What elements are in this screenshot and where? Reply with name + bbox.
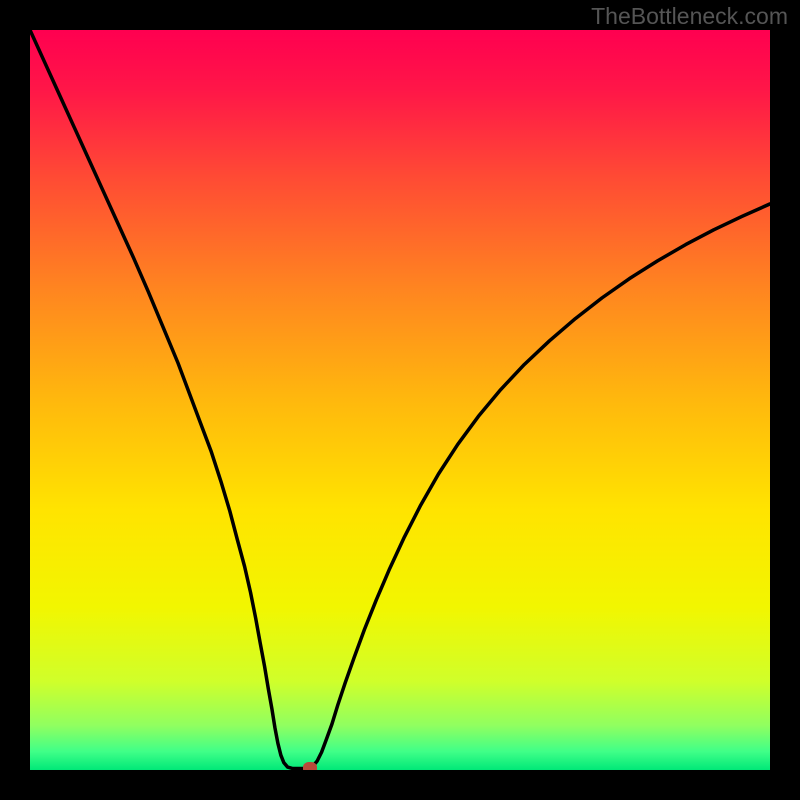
watermark-text: TheBottleneck.com (591, 3, 788, 30)
bottleneck-curve-path (30, 30, 770, 769)
optimal-point-marker (303, 762, 317, 770)
chart-plot-area (30, 30, 770, 770)
bottleneck-curve (30, 30, 770, 770)
